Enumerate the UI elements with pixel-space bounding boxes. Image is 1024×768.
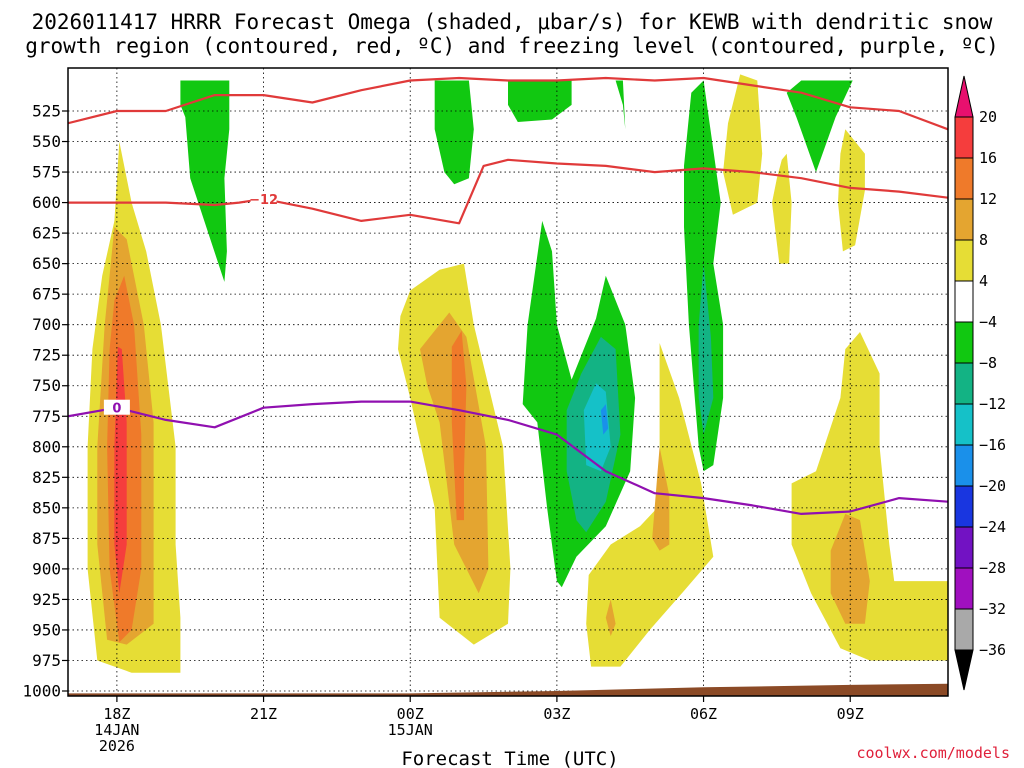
omega-region-9 [605,599,616,637]
omega-region-15 [180,80,230,282]
colorbar-segment-0 [954,116,974,159]
omega-region-18 [615,80,626,130]
contour-label-1: 0 [112,402,121,417]
y-tick-label-850: 850 [32,498,61,517]
colorbar-label-2: 12 [979,190,997,208]
colorbar-segment-2 [954,198,974,241]
colorbar-label-9: −20 [979,477,1006,495]
gridlines [68,68,948,696]
x-tick-label-24-1: 15JAN [388,721,433,739]
colorbar-label-7: −12 [979,395,1006,413]
dendritic-contour-line-1 [68,158,948,225]
colorbar-segment-8 [954,444,974,487]
omega-region-7 [586,343,714,667]
y-tick-label-925: 925 [32,590,61,609]
omega-region-8 [652,446,670,551]
colorbar-top-arrow [954,75,974,118]
y-tick-label-625: 625 [32,224,61,243]
colorbar-label-5: −4 [979,313,997,331]
freezing-level-line [68,400,948,516]
colorbar-label-8: −16 [979,436,1006,454]
y-tick-label-675: 675 [32,285,61,304]
x-tick-label-30-0: 06Z [690,705,717,723]
colorbar-label-12: −32 [979,600,1006,618]
colorbar-label-13: −36 [979,641,1006,659]
y-tick-label-875: 875 [32,529,61,548]
chart-title-line-1: 2026011417 HRRR Forecast Omega (shaded, … [32,10,993,34]
omega-region-12 [838,129,865,252]
contour-label-bg-0 [250,190,277,206]
omega-region-24 [698,263,714,435]
colorbar: 20 16 12 8 4 −4 −8 −12 −16 −20 −24 −28 −32 −36 [954,75,1006,691]
x-tick-label-24-0: 00Z [397,705,424,723]
plot-frame [67,67,949,697]
omega-region-17 [508,80,572,122]
colorbar-label-10: −24 [979,518,1006,536]
terrain-fill [68,683,948,696]
colorbar-segment-10 [954,526,974,569]
colorbar-label-6: −8 [979,354,997,372]
omega-region-6 [451,330,467,521]
y-tick-label-600: 600 [32,193,61,212]
colorbar-segment-11 [954,567,974,610]
x-tick-label-33-0: 09Z [837,705,864,723]
y-tick-label-725: 725 [32,346,61,365]
omega-shading-layer [87,74,948,673]
omega-region-11 [723,74,763,215]
colorbar-segment-9 [954,485,974,528]
colorbar-segment-4 [954,280,974,323]
y-tick-label-1000: 1000 [22,682,61,701]
colorbar-label-1: 16 [979,149,997,167]
terrain-layer [68,683,948,696]
y-tick-label-700: 700 [32,315,61,334]
colorbar-bottom-arrow [954,649,974,691]
contour-label-0: −12 [249,193,278,208]
x-tick-label-18-1: 14JAN [94,721,139,739]
y-tick-label-900: 900 [32,559,61,578]
x-tick-label-18-0: 18Z [103,705,130,723]
omega-region-10 [772,153,792,264]
omega-region-13 [791,332,948,661]
y-tick-label-525: 525 [32,102,61,121]
x-tick-label-27-0: 03Z [543,705,570,723]
y-tick-label-550: 550 [32,132,61,151]
y-tick-label-575: 575 [32,163,61,182]
colorbar-label-4: 4 [979,272,988,290]
y-tick-label-650: 650 [32,254,61,273]
x-axis-label: Forecast Time (UTC) [401,748,618,768]
x-tick-label-18-2: 2026 [99,737,135,755]
colorbar-label-3: 8 [979,231,988,249]
colorbar-segment-6 [954,362,974,405]
colorbar-label-0: 20 [979,108,997,126]
credit-text: coolwx.com/models [856,744,1010,762]
colorbar-segment-3 [954,239,974,282]
contour-lines-layer: −12 0 [68,76,948,516]
y-axis: 525 550 575 600 625 650 675 700 725 750 775 800 825 8… [22,102,68,701]
y-tick-label-825: 825 [32,468,61,487]
y-tick-label-950: 950 [32,620,61,639]
chart-title-line-2: growth region (contoured, red, ºC) and f… [25,34,999,58]
contour-label-bg-1 [103,399,130,415]
omega-region-21 [583,383,611,472]
colorbar-segment-5 [954,321,974,364]
y-tick-label-750: 750 [32,376,61,395]
omega-region-22 [600,404,609,435]
dendritic-contour-line-0 [68,76,948,131]
x-tick-label-21-0: 21Z [250,705,277,723]
omega-region-16 [434,80,474,185]
colorbar-segment-1 [954,157,974,200]
y-tick-label-775: 775 [32,407,61,426]
colorbar-label-11: −28 [979,559,1006,577]
colorbar-segment-12 [954,608,974,651]
y-tick-label-975: 975 [32,651,61,670]
colorbar-segment-7 [954,403,974,446]
y-tick-label-800: 800 [32,437,61,456]
